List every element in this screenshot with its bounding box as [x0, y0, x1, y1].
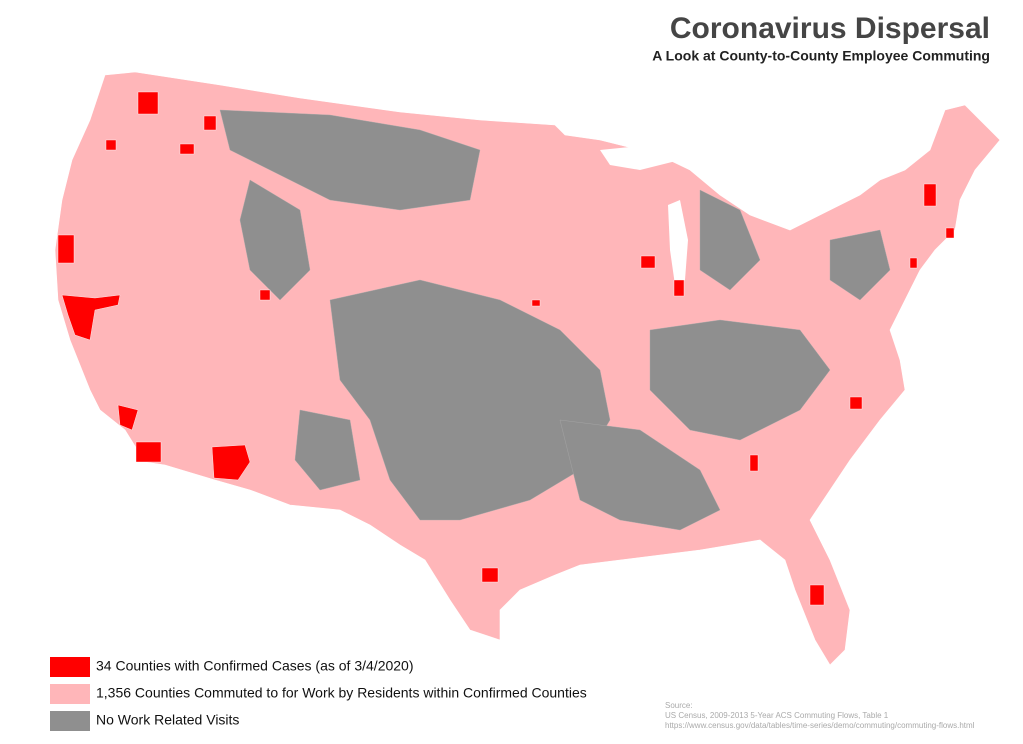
county	[909, 257, 918, 269]
county	[923, 183, 937, 207]
legend-swatch	[50, 684, 90, 704]
county	[135, 441, 162, 463]
great-lakes-region	[699, 189, 761, 291]
source: US Census, 2009-2013 5-Year ACS Commutin…	[665, 711, 975, 730]
source-line: https://www.census.gov/data/tables/time-…	[665, 721, 975, 730]
appalachian-region	[649, 319, 831, 441]
northeast-region	[829, 229, 891, 301]
county	[749, 454, 759, 472]
legend: 34 Counties with Confirmed Cases (as of …	[50, 657, 587, 731]
county	[531, 299, 541, 307]
us-map	[54, 71, 1001, 666]
plains-region	[329, 279, 611, 521]
source-line: US Census, 2009-2013 5-Year ACS Commutin…	[665, 711, 889, 720]
county	[211, 444, 251, 481]
county	[849, 396, 863, 410]
lake-michigan	[668, 200, 688, 285]
county	[481, 567, 499, 583]
county	[57, 234, 75, 264]
county	[105, 139, 117, 151]
source-heading: Source:	[665, 701, 693, 710]
county	[259, 289, 271, 301]
county	[640, 255, 656, 269]
legend-label: 1,356 Counties Commuted to for Work by R…	[96, 685, 587, 701]
southwest-region	[294, 409, 361, 491]
legend-label: No Work Related Visits	[96, 712, 239, 728]
confirmed-counties	[57, 91, 955, 606]
west-region	[239, 179, 311, 301]
legend-swatch	[50, 711, 90, 731]
county	[117, 404, 139, 431]
south-region	[559, 419, 721, 531]
title: Coronavirus Dispersal	[670, 12, 990, 45]
subtitle: A Look at County-to-County Employee Comm…	[652, 48, 990, 64]
county	[203, 115, 217, 131]
legend-swatch	[50, 657, 90, 677]
county	[945, 227, 955, 239]
county	[137, 91, 159, 115]
county	[809, 584, 825, 606]
county	[61, 294, 121, 341]
northern-region	[219, 109, 481, 211]
lake-superior	[600, 145, 680, 170]
county	[673, 279, 685, 297]
county	[179, 143, 195, 155]
legend-label: 34 Counties with Confirmed Cases (as of …	[96, 658, 414, 674]
